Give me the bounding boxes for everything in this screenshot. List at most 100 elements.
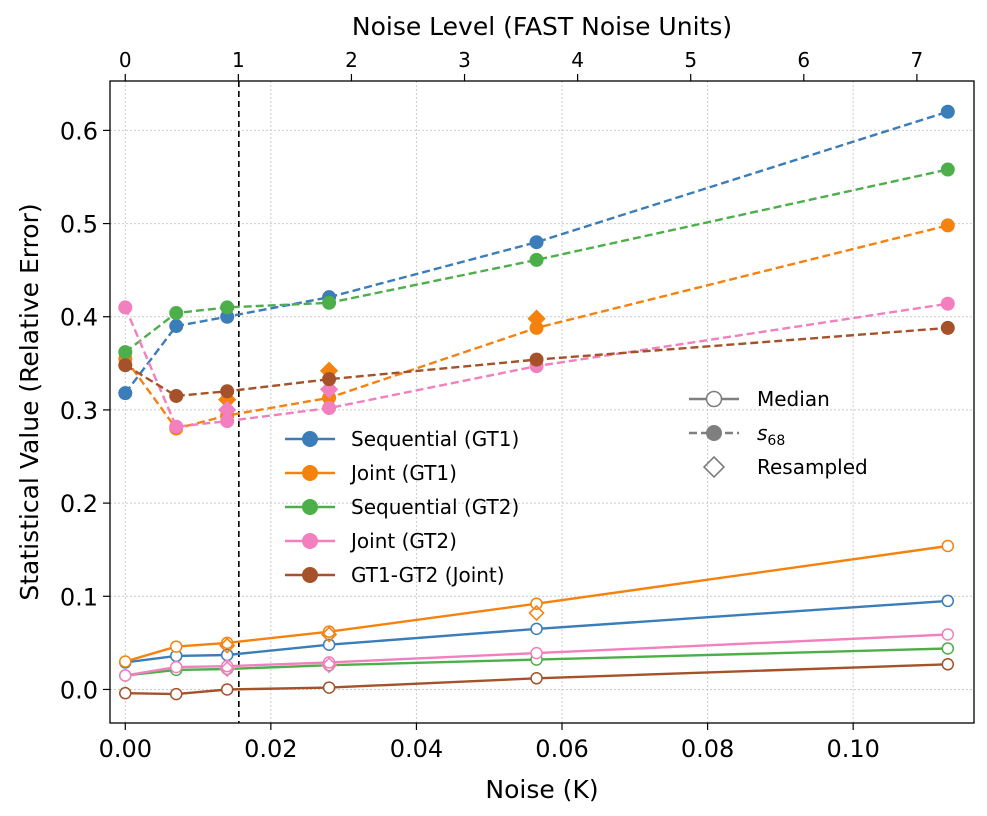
top-tick-label: 1 [232,48,245,72]
s68-line [124,110,949,394]
median-point [530,622,543,636]
median-point [119,669,132,682]
legend-label: Joint (GT2) [349,529,457,553]
median-point [220,659,234,673]
series-legend: Sequential (GT1) Joint (GT1) Sequential (G… [285,427,519,587]
median-point [220,683,234,696]
legend-label: Sequential (GT1) [351,427,519,451]
y-tick-label: 0.6 [60,117,98,145]
top-tick-label: 3 [458,48,471,72]
style-legend: Median s68 Resampled [689,387,868,479]
legend-item: GT1-GT2 (Joint) [285,563,505,587]
x-axis-label: Noise (K) [485,775,598,804]
top-tick-label: 2 [345,48,358,72]
median-line [125,647,948,677]
median-point [220,636,234,650]
resampled-s68-point [319,380,339,399]
top-tick-label: 7 [911,48,924,72]
top-tick-label: 0 [119,48,132,72]
s68-line [124,224,949,430]
median-point [119,655,132,668]
top-tick-label: 5 [684,48,697,72]
median-point [322,625,336,638]
s68-point [118,345,133,360]
resampled-median-point [219,637,236,654]
style-legend-label: Median [757,387,830,411]
legend-swatch-marker [302,533,318,549]
median-point [322,681,336,694]
x-tick-label: 0.10 [826,735,879,763]
s68-point [118,386,133,401]
legend-label: Sequential (GT2) [351,495,519,519]
y-tick-label: 0.4 [60,304,98,332]
y-axis-label: Statistical Value (Relative Error) [15,203,44,600]
median-line [125,663,948,696]
s68-line [124,302,948,428]
legend-swatch-marker [302,431,318,447]
legend-item: Sequential (GT1) [285,427,519,451]
resampled-median-point [320,657,338,674]
s68-point [940,104,955,119]
median-line [124,544,948,663]
median-point [322,656,336,669]
median-point [322,638,336,651]
legend-swatch-marker [302,465,318,481]
s68-point [940,218,955,233]
legend-label: GT1-GT2 (Joint) [351,563,505,587]
s68-point [529,352,544,367]
s68-line [124,326,948,398]
legend-item: Sequential (GT2) [285,495,519,519]
style-legend-label: Resampled [757,455,868,479]
series-group [118,104,955,701]
style-legend-item: Resampled [702,455,868,479]
plot-frame [109,80,975,724]
s68-point [322,401,337,416]
y-tick-label: 0.3 [60,397,98,425]
s68-point [118,358,133,373]
median-point [169,640,183,653]
x-tick-label: 0.02 [244,735,297,763]
median-line [125,599,948,664]
x-axis-ticks: 0.00 0.02 0.04 0.06 0.08 0.10 [99,723,880,763]
y-tick-label: 0.2 [60,490,98,518]
median-point [941,658,955,671]
resampled-median-point [219,660,236,678]
median-point [220,648,234,662]
resampled-s68-point [218,400,237,420]
s68-line [124,168,949,354]
resampled-median-point [528,604,545,622]
top-axis-ticks: 0 1 2 3 4 5 6 7 [119,48,923,81]
style-swatch-marker [702,455,726,479]
x-tick-label: 0.06 [535,735,588,763]
y-tick-label: 0.0 [60,676,98,704]
median-point [941,594,955,608]
resampled-s68-point [527,309,546,328]
legend-item: Joint (GT1) [285,461,457,485]
median-point [530,597,543,610]
s68-point [220,300,235,315]
top-tick-label: 4 [571,48,584,72]
median-point [941,642,955,655]
style-legend-label: s68 [757,421,785,449]
legend-item: Joint (GT2) [285,529,457,553]
top-axis-label: Noise Level (FAST Noise Units) [352,12,732,41]
style-swatch-marker [706,425,722,441]
x-tick-label: 0.00 [99,735,152,763]
legend-label: Joint (GT1) [349,461,457,485]
median-point [530,672,543,685]
y-tick-label: 0.1 [60,583,98,611]
s68-point [169,388,184,403]
median-point [169,660,183,674]
legend-swatch-marker [302,499,318,515]
s68-point [529,252,544,267]
s68-point [169,306,184,321]
s68-point [940,296,955,311]
s68-point [169,419,184,434]
y-axis-ticks: 0.0 0.1 0.2 0.3 0.4 0.5 0.6 [60,117,110,704]
median-point [530,646,543,660]
series-joint-gt1- [118,218,955,668]
s68-point [118,300,133,315]
s68-point [940,162,955,177]
s68-point [220,384,235,399]
